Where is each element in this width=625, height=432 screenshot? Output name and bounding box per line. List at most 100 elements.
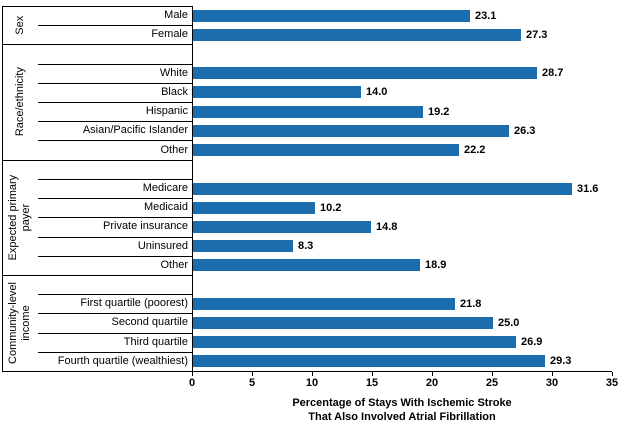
label-area-left-border — [2, 6, 3, 372]
bar-hispanic — [193, 106, 423, 118]
x-axis-tick-label: 20 — [425, 377, 439, 389]
bar-value-label: 8.3 — [298, 240, 314, 252]
category-separator-line — [38, 313, 192, 314]
bar-value-label: 28.7 — [542, 67, 564, 79]
bar-asian-pacific-islander — [193, 125, 509, 137]
x-axis-tick-label: 5 — [248, 377, 256, 389]
category-separator-line — [38, 140, 192, 141]
bar-value-label: 19.2 — [428, 106, 450, 118]
x-axis-tick — [432, 372, 433, 376]
bar-other — [193, 144, 459, 156]
x-axis-tick — [372, 372, 373, 376]
x-axis-tick-label: 10 — [305, 377, 319, 389]
category-label: Hispanic — [145, 105, 188, 117]
group-label-line: Community-level — [7, 282, 19, 364]
category-label: Private insurance — [103, 220, 188, 232]
bar-value-label: 23.1 — [475, 10, 497, 22]
bar-white — [193, 67, 537, 79]
bar-value-label: 26.9 — [521, 336, 543, 348]
bar-medicare — [193, 183, 572, 195]
x-axis-tick-label: 35 — [605, 377, 619, 389]
bar-value-label: 10.2 — [320, 202, 342, 214]
x-axis-title-line1: Percentage of Stays With Ischemic Stroke — [292, 397, 512, 409]
x-axis-title: Percentage of Stays With Ischemic Stroke… — [192, 396, 612, 424]
category-label: Other — [160, 259, 188, 271]
group-label-text: Expected primary payer — [2, 160, 38, 275]
x-axis-tick — [612, 372, 613, 376]
x-axis-tick — [192, 372, 193, 376]
x-axis-tick — [312, 372, 313, 376]
category-label: Medicare — [142, 182, 188, 194]
category-label: Medicaid — [143, 201, 188, 213]
category-axis-line — [192, 6, 193, 372]
group-boundary-line — [2, 44, 192, 45]
group-boundary-line — [2, 160, 192, 161]
category-label: Uninsured — [137, 240, 188, 252]
bar-fourth-quartile-wealthiest- — [193, 355, 545, 367]
bar-third-quartile — [193, 336, 516, 348]
bar-male — [193, 10, 470, 22]
x-axis-line — [2, 371, 612, 372]
bar-other — [193, 259, 420, 271]
category-label: Black — [161, 86, 188, 98]
group-label-line: income — [20, 305, 32, 341]
category-label: Male — [164, 9, 188, 21]
x-axis-title-line2: That Also Involved Atrial Fibrillation — [308, 411, 496, 423]
category-separator-line — [38, 83, 192, 84]
bar-value-label: 21.8 — [460, 298, 482, 310]
category-label: First quartile (poorest) — [80, 297, 188, 309]
group-label-line: Sex — [13, 15, 26, 35]
group-label-line: Expected primary — [7, 174, 19, 261]
bar-second-quartile — [193, 317, 493, 329]
bar-medicaid — [193, 202, 315, 214]
x-axis-tick-label: 0 — [188, 377, 196, 389]
category-separator-line — [38, 25, 192, 26]
category-label: Fourth quartile (wealthiest) — [57, 355, 188, 367]
category-separator-line — [38, 121, 192, 122]
category-label: Third quartile — [123, 336, 188, 348]
group-label-text: Sex — [2, 6, 38, 44]
bar-female — [193, 29, 521, 41]
bar-value-label: 14.8 — [376, 221, 398, 233]
category-label: Second quartile — [111, 316, 188, 328]
category-label: Other — [160, 144, 188, 156]
group-boundary-line — [2, 275, 192, 276]
group-label-sex: Sex — [2, 6, 38, 44]
group-boundary-line — [2, 6, 192, 7]
bar-value-label: 18.9 — [425, 259, 447, 271]
x-axis-tick — [492, 372, 493, 376]
x-axis-tick — [252, 372, 253, 376]
group-label-race-ethnicity: Race/ethnicity — [2, 44, 38, 159]
group-label-line: Race/ethnicity — [13, 67, 26, 137]
category-separator-line — [38, 102, 192, 103]
category-separator-line — [38, 352, 192, 353]
group-label-community-level-income: Community-level income — [2, 275, 38, 371]
group-label-expected-primary-payer: Expected primary payer — [2, 160, 38, 275]
category-separator-line — [38, 237, 192, 238]
bar-value-label: 22.2 — [464, 144, 486, 156]
category-separator-line — [38, 256, 192, 257]
category-separator-line — [38, 198, 192, 199]
category-separator-line — [38, 333, 192, 334]
bar-value-label: 26.3 — [514, 125, 536, 137]
bar-black — [193, 86, 361, 98]
group-label-line: payer — [20, 203, 32, 232]
bar-value-label: 29.3 — [550, 355, 572, 367]
group-label-text: Community-level income — [2, 275, 38, 371]
group-label-text: Race/ethnicity — [2, 44, 38, 159]
category-label: Asian/Pacific Islander — [82, 124, 188, 136]
bar-value-label: 14.0 — [366, 86, 388, 98]
x-axis-tick-label: 25 — [485, 377, 499, 389]
x-axis-tick-label: 30 — [545, 377, 559, 389]
x-axis-tick-label: 15 — [365, 377, 379, 389]
bar-uninsured — [193, 240, 293, 252]
bar-first-quartile-poorest- — [193, 298, 455, 310]
x-axis-tick — [552, 372, 553, 376]
bar-value-label: 31.6 — [577, 183, 599, 195]
category-label: White — [159, 67, 188, 79]
category-separator-line — [38, 294, 192, 295]
category-label: Female — [151, 28, 188, 40]
bar-private-insurance — [193, 221, 371, 233]
category-separator-line — [38, 179, 192, 180]
